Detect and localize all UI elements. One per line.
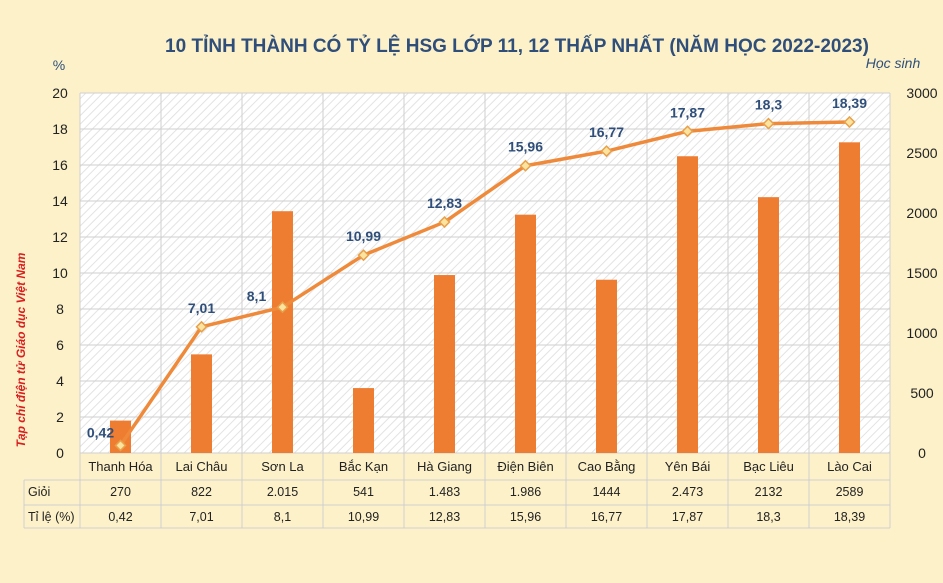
line-marker — [762, 117, 775, 130]
category-label: Sơn La — [261, 459, 304, 474]
table-cell: 2132 — [755, 485, 783, 499]
left-tick-label: 18 — [52, 121, 68, 137]
table-cell: 18,39 — [834, 510, 865, 524]
line-marker — [276, 301, 289, 314]
table-cell: 18,3 — [756, 510, 780, 524]
right-tick-label: 1000 — [906, 325, 937, 341]
category-label: Điện Biên — [497, 459, 553, 474]
table-cell: 10,99 — [348, 510, 379, 524]
line-data-label: 16,77 — [589, 124, 624, 140]
right-tick-label: 2500 — [906, 145, 937, 161]
category-label: Bạc Liêu — [743, 459, 794, 474]
left-tick-label: 2 — [56, 409, 64, 425]
gridlines — [79, 92, 891, 528]
table-cell: 1.986 — [510, 485, 541, 499]
left-tick-label: 4 — [56, 373, 64, 389]
left-tick-label: 8 — [56, 301, 64, 317]
line-data-label: 10,99 — [346, 228, 381, 244]
line-marker — [600, 145, 613, 158]
bar — [839, 142, 860, 453]
line-data-label: 0,42 — [87, 424, 114, 440]
table-cell: 8,1 — [274, 510, 291, 524]
bar — [515, 214, 536, 453]
bar — [596, 279, 617, 453]
line-marker — [114, 439, 127, 452]
bar — [434, 275, 455, 453]
left-axis: 0 2 4 6 8 10 12 14 16 18 20 — [52, 85, 68, 461]
table-cell: 822 — [191, 485, 212, 499]
line-marker — [357, 249, 370, 262]
category-label: Hà Giang — [417, 459, 472, 474]
bar-series — [110, 142, 860, 454]
data-table: Giỏi 270 822 2.015 541 1.483 1.986 1444 2.473 213… — [23, 479, 890, 529]
table-cell: 0,42 — [108, 510, 132, 524]
left-axis-unit: % — [53, 57, 65, 73]
bar — [272, 211, 293, 453]
left-tick-label: 0 — [56, 445, 64, 461]
category-label: Lào Cai — [827, 459, 872, 474]
left-tick-label: 14 — [52, 193, 68, 209]
left-tick-label: 10 — [52, 265, 68, 281]
category-label: Yên Bái — [665, 459, 711, 474]
line-marker — [195, 320, 208, 333]
line-data-label: 17,87 — [670, 104, 705, 120]
bar — [758, 197, 779, 453]
line-marker — [438, 215, 451, 229]
line-data-label: 12,83 — [427, 195, 462, 211]
right-axis-unit: Học sinh — [866, 55, 921, 71]
left-tick-label: 12 — [52, 229, 68, 245]
series-line — [119, 120, 850, 447]
line-marker — [519, 159, 532, 172]
table-cell: 2.473 — [672, 485, 703, 499]
category-label: Cao Bằng — [578, 459, 636, 474]
right-tick-label: 500 — [910, 385, 934, 401]
table-cell: 1444 — [593, 485, 621, 499]
left-tick-label: 6 — [56, 337, 64, 353]
table-cell: 2589 — [836, 485, 864, 499]
table-cell: 7,01 — [189, 510, 213, 524]
category-label: Lai Châu — [175, 459, 227, 474]
category-label: Thanh Hóa — [88, 459, 153, 474]
left-tick-label: 20 — [52, 85, 68, 101]
bar — [191, 354, 212, 453]
table-cell: 541 — [353, 485, 374, 499]
right-tick-label: 3000 — [906, 85, 937, 101]
table-cell: 1.483 — [429, 485, 460, 499]
category-label: Bắc Kạn — [339, 459, 388, 474]
table-cell: 270 — [110, 485, 131, 499]
bar — [353, 388, 374, 453]
table-row-header: Tỉ lệ (%) — [28, 510, 75, 524]
line-data-label: 15,96 — [508, 139, 543, 155]
table-cell: 12,83 — [429, 510, 460, 524]
table-cell: 16,77 — [591, 510, 622, 524]
bar — [677, 156, 698, 454]
chart-title: 10 TỈNH THÀNH CÓ TỶ LỆ HSG LỚP 11, 12 TH… — [165, 35, 869, 57]
right-axis: 0 500 1000 1500 2000 2500 3000 — [906, 85, 937, 461]
line-data-label: 7,01 — [188, 300, 215, 316]
line-series: 0,42 7,01 8,1 10,99 12,83 15,96 16,77 17,87 18,3… — [87, 95, 867, 452]
table-row-header: Giỏi — [28, 485, 50, 499]
table-cell: 15,96 — [510, 510, 541, 524]
line-data-label: 18,3 — [755, 97, 782, 113]
line-marker — [681, 125, 694, 138]
line-data-label: 18,39 — [832, 95, 867, 111]
category-axis: Thanh Hóa Lai Châu Sơn La Bắc Kạn Hà Giang Đi… — [88, 459, 872, 474]
table-cell: 17,87 — [672, 510, 703, 524]
right-tick-label: 1500 — [906, 265, 937, 281]
source-note: Tạp chí điện tử Giáo dục Việt Nam — [14, 252, 28, 447]
line-marker — [843, 115, 856, 129]
table-cell: 2.015 — [267, 485, 298, 499]
line-data-label: 8,1 — [247, 288, 267, 304]
right-tick-label: 2000 — [906, 205, 937, 221]
right-tick-label: 0 — [918, 445, 926, 461]
left-tick-label: 16 — [52, 157, 68, 173]
